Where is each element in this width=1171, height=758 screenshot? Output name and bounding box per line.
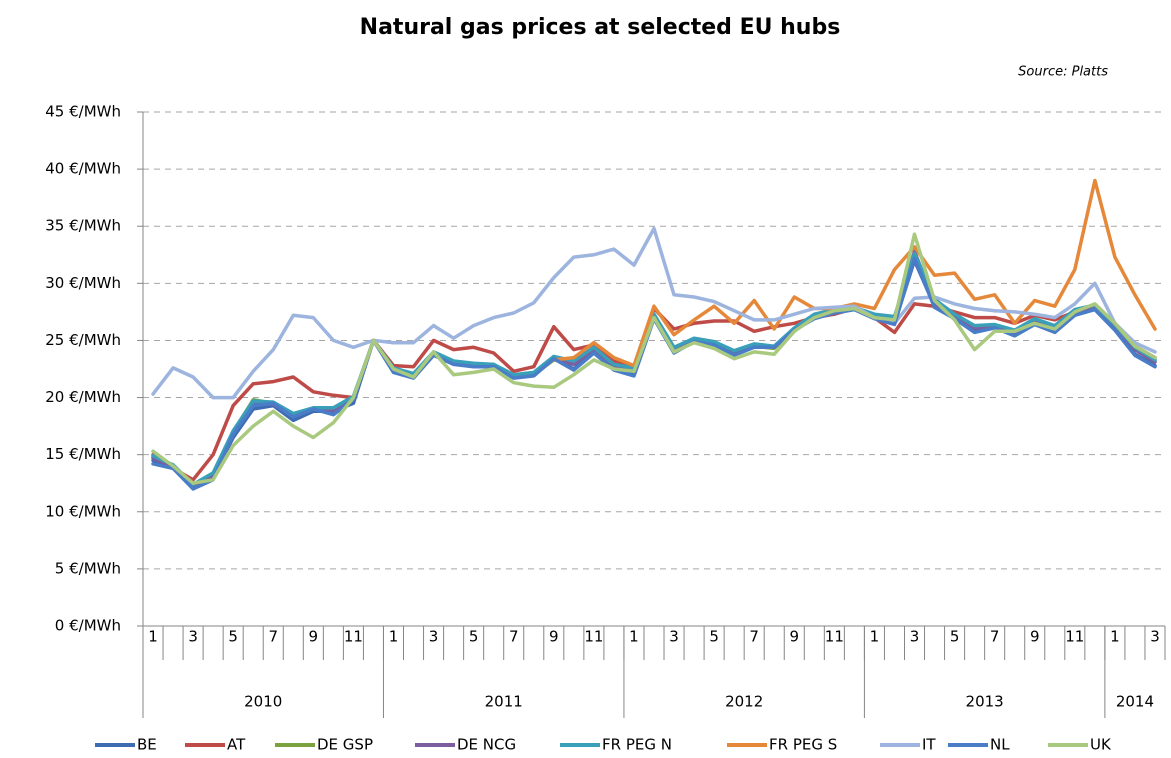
- x-tick-label: 5: [469, 628, 479, 646]
- group-label: 2013: [966, 693, 1004, 711]
- x-tick-label: 3: [910, 628, 920, 646]
- x-tick-label: 9: [790, 628, 800, 646]
- legend-label: DE NCG: [457, 736, 516, 754]
- y-tick-label: 5 €/MWh: [55, 559, 121, 577]
- x-tick-label: 1: [389, 628, 399, 646]
- x-tick-label: 5: [950, 628, 960, 646]
- legend-label: NL: [990, 736, 1010, 754]
- series-line: [151, 232, 1157, 485]
- y-tick-label: 40 €/MWh: [45, 160, 121, 178]
- x-tick-label: 3: [429, 628, 439, 646]
- legend-label: FR PEG N: [602, 736, 672, 754]
- y-tick-label: 20 €/MWh: [45, 388, 121, 406]
- y-tick-label: 25 €/MWh: [45, 331, 121, 349]
- series-line: [552, 178, 1157, 368]
- x-tick-label: 3: [188, 628, 198, 646]
- x-tick-label: 11: [584, 628, 603, 646]
- y-tick-label: 0 €/MWh: [55, 617, 121, 635]
- series-line: [151, 253, 1157, 488]
- y-tick-label: 35 €/MWh: [45, 217, 121, 235]
- x-tick-label: 9: [1030, 628, 1040, 646]
- source: Source: Platts: [1018, 65, 1108, 80]
- series-line: [151, 251, 1157, 487]
- group-label: 2010: [244, 693, 282, 711]
- group-label: 2014: [1116, 693, 1154, 711]
- legend-label: IT: [922, 736, 936, 754]
- legend-label: UK: [1090, 736, 1112, 754]
- x-tick-label: 11: [344, 628, 363, 646]
- x-tick-label: 7: [990, 628, 1000, 646]
- y-tick-label: 15 €/MWh: [45, 445, 121, 463]
- y-tick-label: 45 €/MWh: [45, 103, 121, 121]
- legend-label: AT: [227, 736, 246, 754]
- x-tick-label: 1: [1110, 628, 1120, 646]
- series-line: [151, 226, 1157, 400]
- series-line: [151, 249, 1157, 489]
- legend-label: BE: [137, 736, 157, 754]
- legend-label: DE GSP: [317, 736, 373, 754]
- x-tick-label: 11: [825, 628, 844, 646]
- x-tick-label: 7: [749, 628, 759, 646]
- y-tick-label: 10 €/MWh: [45, 502, 121, 520]
- group-label: 2012: [725, 693, 763, 711]
- x-tick-label: 11: [1065, 628, 1084, 646]
- legend-label: FR PEG S: [769, 736, 837, 754]
- x-tick-label: 7: [509, 628, 519, 646]
- x-tick-label: 3: [1150, 628, 1160, 646]
- y-tick-label: 30 €/MWh: [45, 274, 121, 292]
- group-label: 2011: [485, 693, 523, 711]
- x-tick-label: 5: [228, 628, 238, 646]
- x-tick-label: 1: [148, 628, 158, 646]
- x-tick-label: 3: [669, 628, 679, 646]
- x-tick-label: 1: [870, 628, 880, 646]
- chart-title: Natural gas prices at selected EU hubs: [360, 15, 841, 40]
- x-tick-label: 5: [709, 628, 719, 646]
- x-tick-label: 1: [629, 628, 639, 646]
- x-tick-label: 9: [309, 628, 319, 646]
- x-tick-label: 9: [549, 628, 559, 646]
- x-tick-label: 7: [268, 628, 278, 646]
